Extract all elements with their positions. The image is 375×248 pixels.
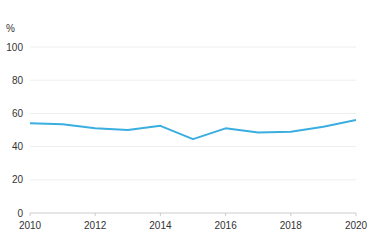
grid-line [30,47,356,48]
grid-line [30,113,356,114]
y-tick-label: 0 [17,208,23,219]
x-tick [95,213,96,216]
x-tick-label: 2010 [19,220,42,231]
chart: 0 20 40 60 80 100 2010 2012 2014 2016 2018 2020% [0,0,375,248]
grid-line [30,80,356,81]
grid-line [30,179,356,180]
grid-line [30,213,356,214]
x-tick [160,213,161,216]
x-tick-label: 2012 [84,220,107,231]
x-tick [356,213,357,216]
y-tick-label: 40 [12,141,24,152]
grid-line [30,146,356,147]
y-tick-label: 100 [6,42,23,53]
y-tick-label: 80 [12,75,24,86]
x-tick [290,213,291,216]
y-tick-label: 20 [12,174,24,185]
data-line [30,120,356,139]
x-tick-label: 2014 [149,220,172,231]
x-tick [225,213,226,216]
x-tick [30,213,31,216]
y-tick-label: 60 [12,108,24,119]
x-tick-label: 2016 [214,220,237,231]
x-tick-label: 2018 [280,220,303,231]
x-tick-label: 2020 [345,220,368,231]
plot-area [30,120,356,139]
y-axis-label: % [6,23,15,34]
